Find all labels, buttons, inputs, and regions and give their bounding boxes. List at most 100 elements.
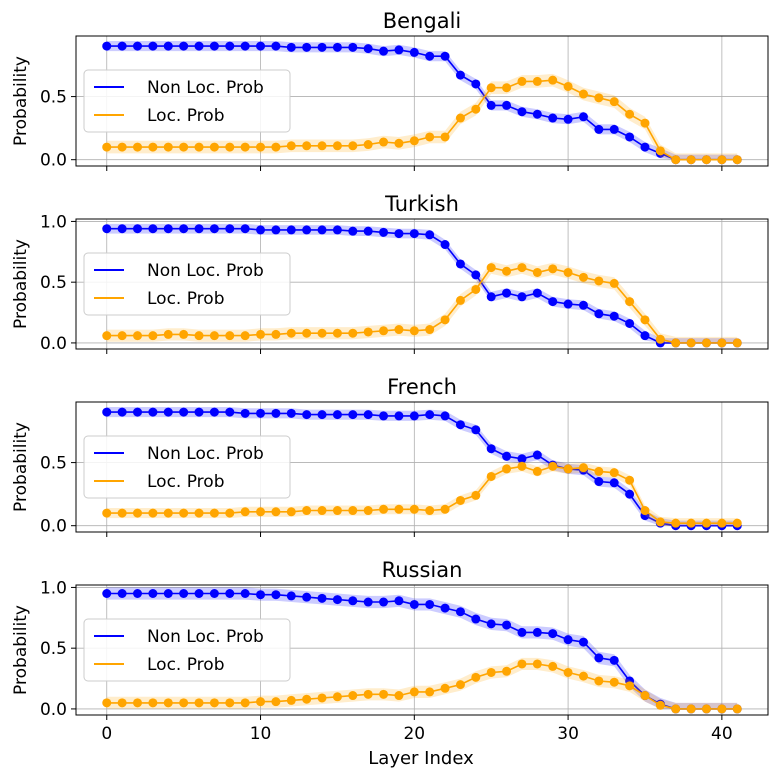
loc-prob-point [117, 698, 127, 708]
loc-prob-point [209, 331, 219, 341]
loc-prob-point [502, 266, 512, 276]
non-loc-prob-point [332, 225, 342, 235]
loc-prob-point [102, 698, 112, 708]
non-loc-prob-point [517, 454, 527, 464]
non-loc-prob-point [425, 51, 435, 61]
non-loc-prob-point [363, 226, 373, 236]
non-loc-prob-point [117, 41, 127, 51]
non-loc-prob-point [609, 478, 619, 488]
loc-prob-point [609, 97, 619, 107]
non-loc-prob-point [209, 589, 219, 599]
loc-prob-point [502, 464, 512, 474]
non-loc-prob-point [271, 225, 281, 235]
loc-prob-point [348, 328, 358, 338]
loc-prob-point [455, 495, 465, 505]
non-loc-prob-point [286, 225, 296, 235]
non-loc-prob-point [256, 41, 266, 51]
loc-prob-point [655, 517, 665, 527]
y-tick-label: 0.0 [40, 700, 67, 720]
x-axis-label: Layer Index [368, 748, 474, 769]
loc-prob-point [471, 672, 481, 682]
non-loc-prob-point [179, 41, 189, 51]
loc-prob-point [425, 325, 435, 335]
x-tick-label: 40 [711, 724, 733, 744]
loc-prob-point [179, 142, 189, 152]
loc-prob-point [133, 331, 143, 341]
non-loc-prob-point [256, 225, 266, 235]
loc-prob-point [317, 328, 327, 338]
non-loc-prob-point [302, 42, 312, 52]
non-loc-prob-point [517, 627, 527, 637]
loc-prob-point [655, 700, 665, 710]
axes-frame [75, 584, 769, 716]
loc-prob-point [117, 508, 127, 518]
loc-prob-point [409, 504, 419, 514]
loc-prob-point [578, 89, 588, 99]
loc-prob-point [363, 506, 373, 516]
loc-prob-point [102, 508, 112, 518]
loc-prob-point [379, 689, 389, 699]
non-loc-prob-point [179, 589, 189, 599]
non-loc-prob-point [102, 41, 112, 51]
non-loc-prob-point [394, 411, 404, 421]
non-loc-prob-point [440, 603, 450, 613]
loc-prob-point [409, 326, 419, 336]
non-loc-prob-point [271, 590, 281, 600]
legend-label: Non Loc. Prob [147, 444, 264, 464]
loc-prob-point [640, 118, 650, 128]
loc-prob-point [548, 75, 558, 85]
non-loc-prob-point [578, 637, 588, 647]
panel-turkish: 0.0 0.5 1.0 Turkish Probability Non Loc. Prob… [11, 192, 769, 354]
loc-prob-point [532, 267, 542, 277]
x-tick-label: 30 [557, 724, 579, 744]
panel-title: French [387, 375, 457, 399]
non-loc-prob-point [440, 411, 450, 421]
axes-frame [75, 35, 769, 167]
non-loc-prob-point [502, 288, 512, 298]
non-loc-prob-point [502, 100, 512, 110]
loc-prob-point [701, 338, 711, 348]
loc-prob-point [563, 464, 573, 474]
legend-label: Non Loc. Prob [147, 78, 264, 98]
non-loc-prob-point [117, 589, 127, 599]
loc-prob-point [502, 83, 512, 93]
y-tick-label: 1.0 [40, 212, 67, 232]
non-loc-prob-point [363, 597, 373, 607]
y-axis-label: Probability [11, 239, 31, 329]
non-loc-prob-point [609, 124, 619, 134]
loc-confidence-band [106, 261, 738, 343]
loc-prob-point [471, 490, 481, 500]
loc-prob-point [102, 331, 112, 341]
non-loc-prob-point [486, 619, 496, 629]
non-loc-prob-point [471, 270, 481, 280]
loc-prob-point [163, 508, 173, 518]
loc-prob-point [625, 109, 635, 119]
non-loc-prob-point [394, 596, 404, 606]
non-loc-prob-point [532, 288, 542, 298]
loc-prob-point [548, 264, 558, 274]
loc-prob-point [256, 507, 266, 517]
non-loc-prob-point [409, 47, 419, 57]
loc-prob-point [256, 142, 266, 152]
loc-prob-point [671, 338, 681, 348]
loc-prob-point [732, 704, 742, 714]
loc-prob-point [548, 661, 558, 671]
loc-prob-point [348, 141, 358, 151]
loc-prob-point [271, 697, 281, 707]
loc-prob-point [625, 297, 635, 307]
non-loc-prob-point [163, 589, 173, 599]
axes-frame [75, 401, 769, 533]
loc-prob-point [655, 146, 665, 156]
loc-prob-point [163, 329, 173, 339]
non-loc-prob-point [486, 444, 496, 454]
loc-prob-point [440, 132, 450, 142]
non-loc-prob-point [209, 407, 219, 417]
loc-prob-point [532, 659, 542, 669]
loc-prob-point [517, 76, 527, 86]
loc-prob-point [209, 698, 219, 708]
loc-prob-point [502, 666, 512, 676]
legend-label: Loc. Prob [147, 655, 225, 675]
legend-label: Loc. Prob [147, 472, 225, 492]
loc-prob-point [348, 506, 358, 516]
